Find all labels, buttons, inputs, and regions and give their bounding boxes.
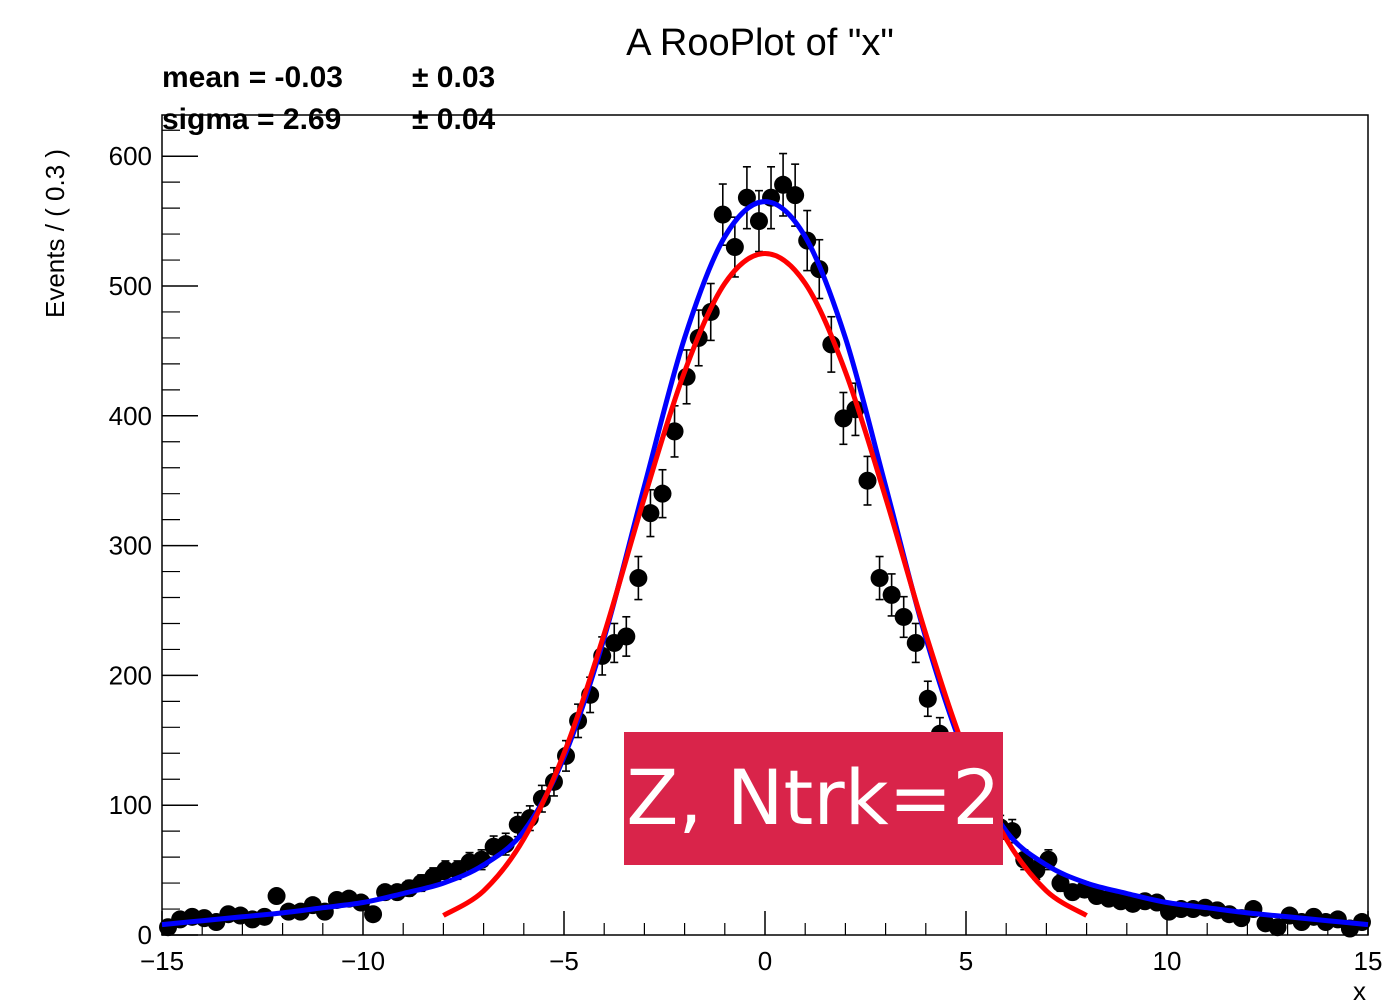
- y-axis-label: Events / ( 0.3 ): [40, 149, 70, 318]
- x-tick-label: −15: [140, 946, 184, 976]
- marker: [1268, 918, 1287, 937]
- marker: [653, 484, 672, 503]
- marker: [364, 905, 383, 924]
- data-point: [882, 573, 901, 617]
- marker: [786, 186, 805, 205]
- marker: [725, 238, 744, 257]
- marker: [906, 633, 925, 652]
- x-axis-label: x: [1353, 976, 1366, 1003]
- annotation-badge: Z, Ntrk=2: [624, 732, 1003, 865]
- data-point: [629, 555, 648, 601]
- fit-sigma-label: sigma = 2.69: [162, 103, 341, 136]
- x-tick-label: 0: [758, 946, 772, 976]
- marker: [665, 422, 684, 441]
- marker: [641, 504, 660, 523]
- chart-title: A RooPlot of "x": [626, 22, 894, 64]
- fit-mean-error: ± 0.03: [412, 61, 495, 94]
- x-tick-label: −10: [341, 946, 385, 976]
- marker: [267, 887, 286, 906]
- x-tick-label: −5: [549, 946, 579, 976]
- data-point: [834, 391, 853, 446]
- y-tick-label: 0: [138, 920, 152, 950]
- data-point: [1268, 918, 1287, 937]
- data-point: [858, 455, 877, 506]
- y-axis: 0 100 200 300 400 500 600: [109, 129, 198, 950]
- fit-curve-blue: [161, 199, 1369, 928]
- data-point: [918, 680, 937, 718]
- data-point: [364, 905, 383, 924]
- x-tick-label: 10: [1153, 946, 1182, 976]
- data-point: [774, 152, 793, 217]
- marker: [629, 569, 648, 588]
- data-point: [617, 615, 636, 657]
- marker: [774, 175, 793, 194]
- fit-results: mean = -0.03 ± 0.03 sigma = 2.69 ± 0.04: [162, 61, 496, 136]
- y-tick-label: 400: [109, 401, 152, 431]
- fit-mean-label: mean = -0.03: [162, 61, 343, 94]
- annotation-text: Z, Ntrk=2: [626, 753, 1001, 842]
- y-tick-label: 100: [109, 790, 152, 820]
- x-axis: −15 −10 −5 0 5 10 15: [140, 911, 1382, 976]
- y-tick-label: 600: [109, 141, 152, 171]
- data-point: [641, 488, 660, 538]
- data-point: [737, 166, 756, 230]
- data-point: [267, 887, 286, 906]
- data-point: [653, 468, 672, 519]
- marker: [918, 689, 937, 708]
- marker: [882, 585, 901, 604]
- y-tick-label: 200: [109, 660, 152, 690]
- y-tick-label: 300: [109, 531, 152, 561]
- marker: [737, 188, 756, 207]
- marker: [713, 205, 732, 224]
- data-point: [870, 555, 889, 601]
- data-point: [894, 595, 913, 639]
- x-tick-label: 5: [959, 946, 973, 976]
- marker: [749, 212, 768, 231]
- marker: [617, 627, 636, 646]
- marker: [858, 471, 877, 490]
- y-tick-label: 500: [109, 271, 152, 301]
- x-tick-label: 15: [1354, 946, 1382, 976]
- marker: [894, 607, 913, 626]
- fit-sigma-error: ± 0.04: [412, 103, 496, 136]
- data-point: [906, 622, 925, 664]
- data-point: [786, 163, 805, 227]
- marker: [870, 569, 889, 588]
